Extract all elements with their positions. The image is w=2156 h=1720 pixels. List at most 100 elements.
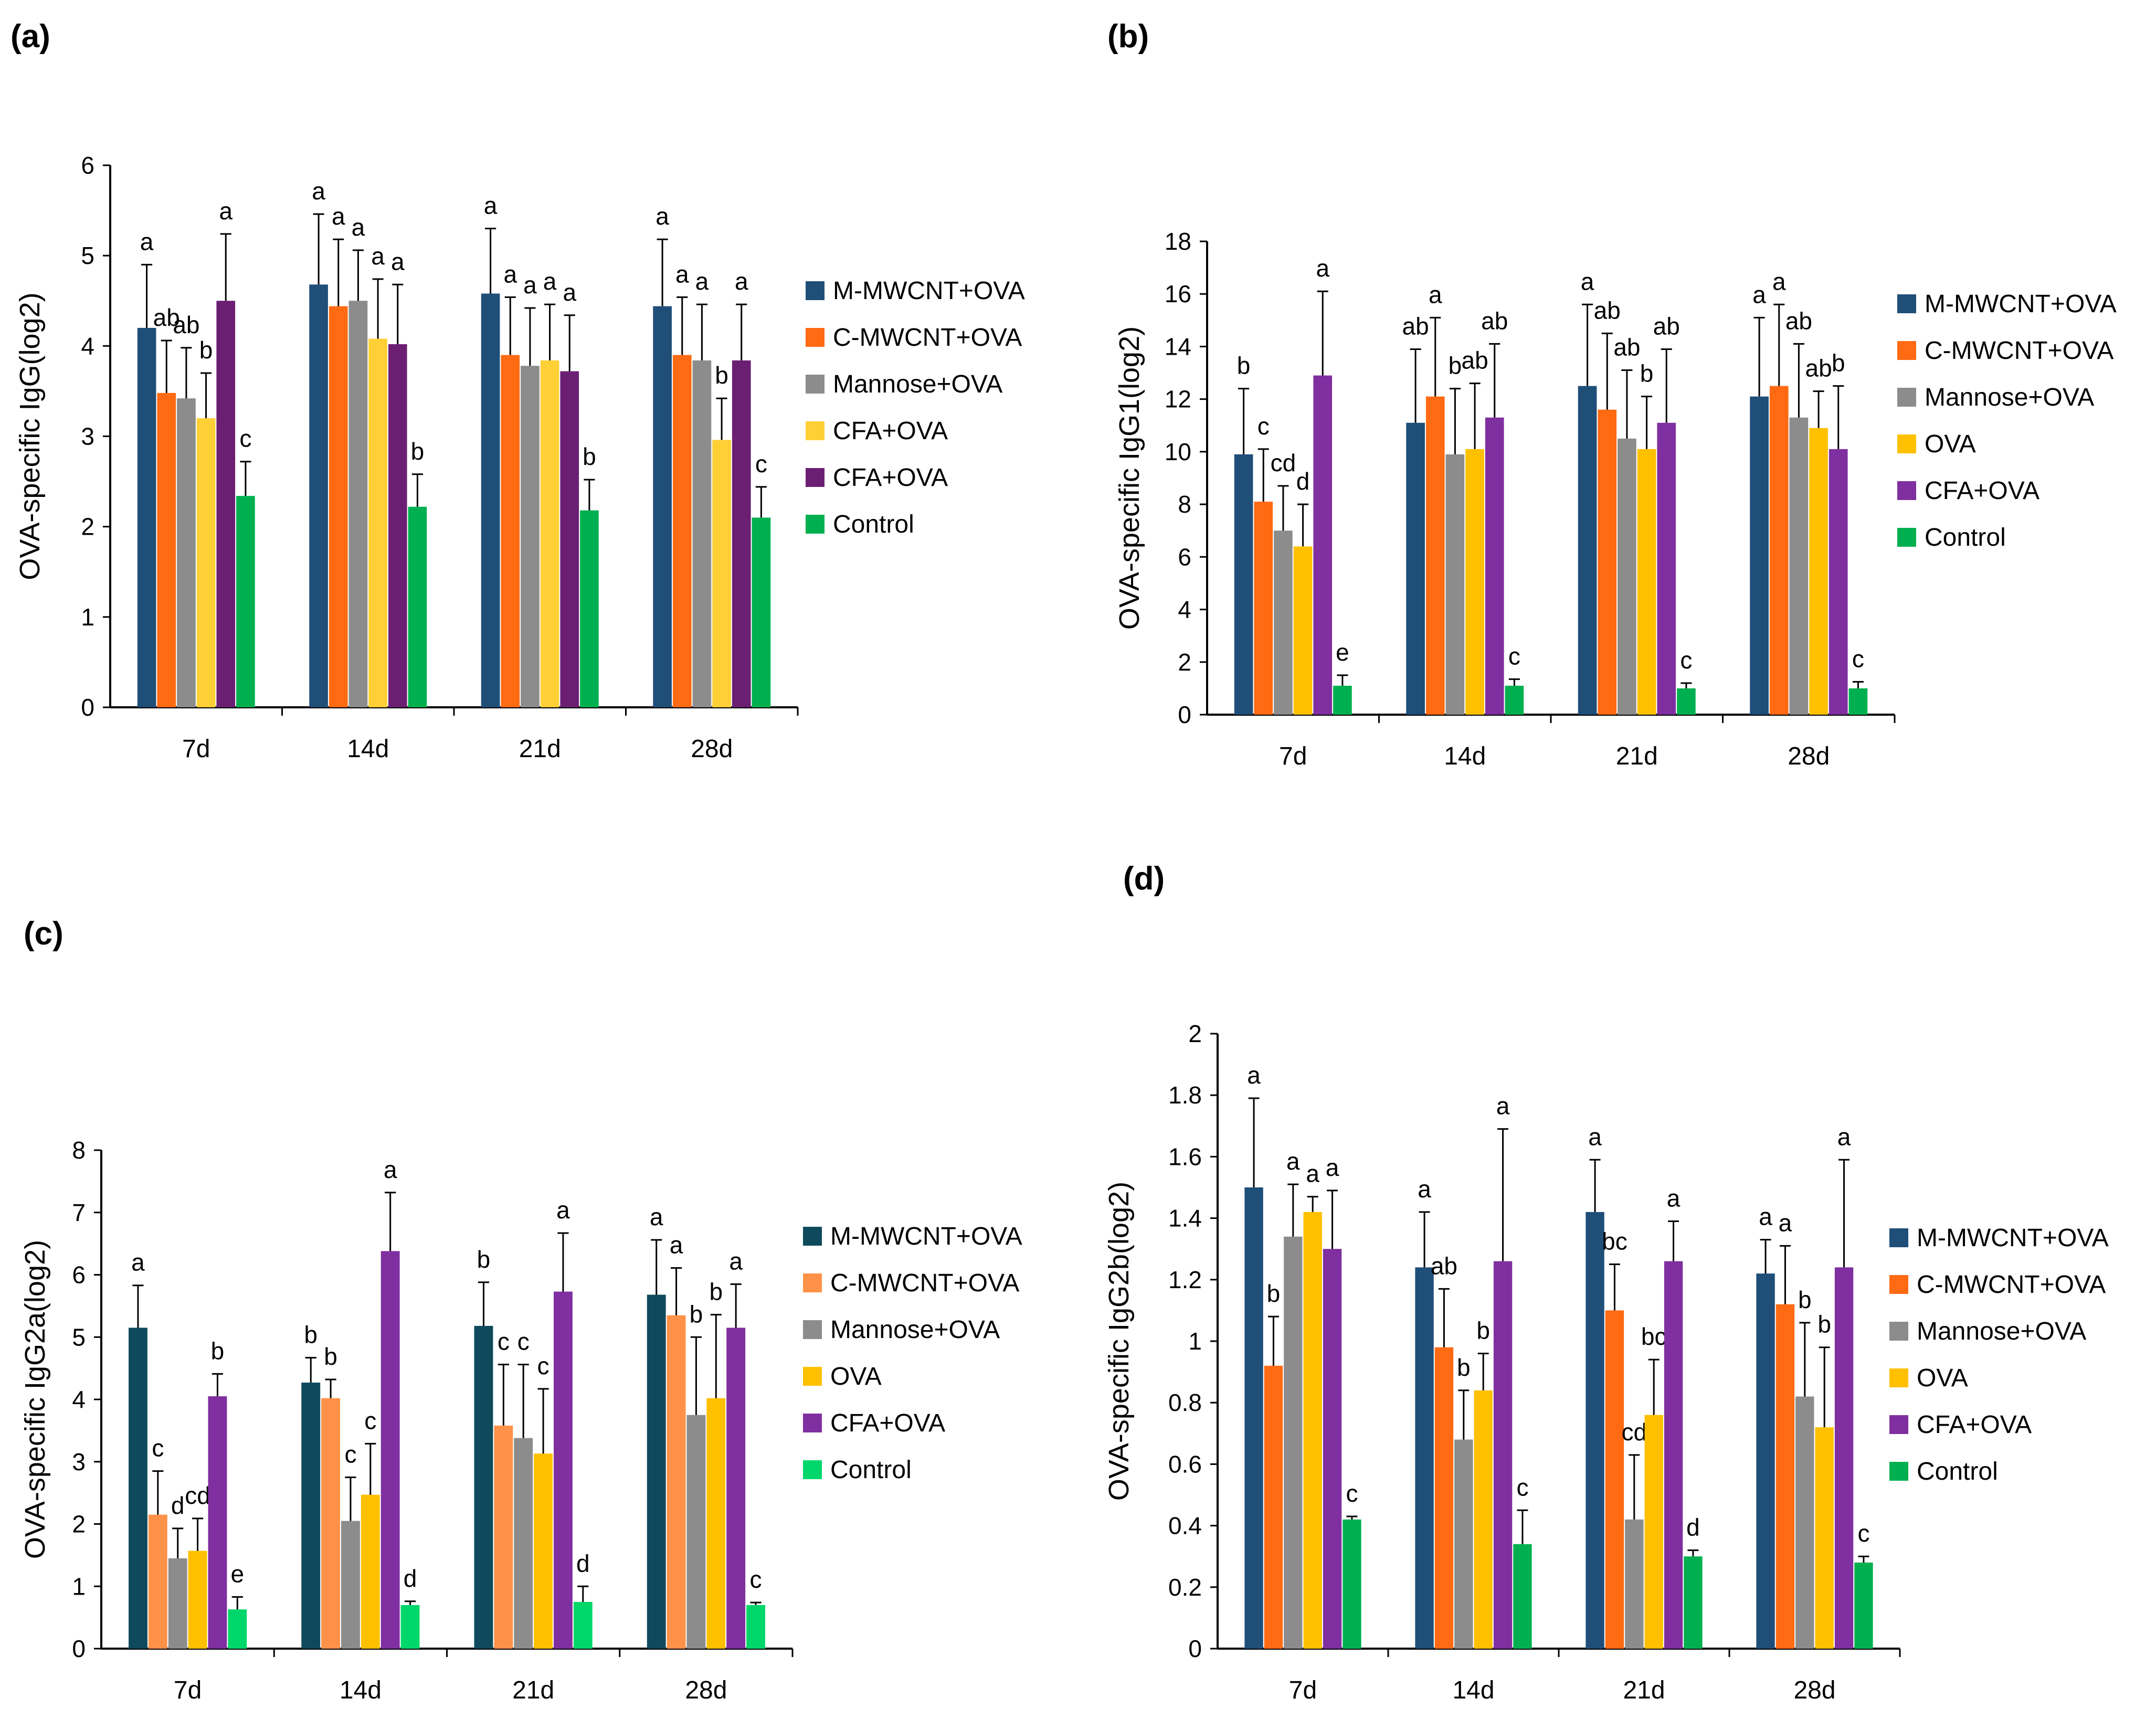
bar <box>1415 1267 1434 1649</box>
bar <box>580 510 599 707</box>
x-tick-label: 14d <box>347 735 389 763</box>
bar <box>1586 1212 1604 1649</box>
data-label: b <box>1457 1354 1471 1381</box>
legend-swatch <box>1897 388 1916 407</box>
data-label: a <box>1429 281 1442 308</box>
bar <box>1465 449 1484 715</box>
legend-swatch <box>806 375 825 394</box>
data-label: a <box>670 1231 683 1258</box>
x-tick-label: 7d <box>1279 742 1307 770</box>
data-label: b <box>1449 352 1462 379</box>
data-label: c <box>750 1566 762 1593</box>
legend-swatch <box>1897 434 1916 453</box>
y-tick-label: 2 <box>81 513 94 540</box>
legend-entry: C-MWCNT+OVA <box>1925 337 2113 365</box>
bar <box>746 1605 765 1649</box>
bar <box>1795 1396 1814 1649</box>
legend-entry: CFA+OVA <box>1925 477 2039 505</box>
data-label: a <box>675 260 689 288</box>
data-label: ab <box>1785 307 1812 334</box>
data-label: ab <box>1653 312 1680 339</box>
data-label: a <box>312 177 325 205</box>
y-tick-label: 6 <box>81 152 94 179</box>
bar <box>692 360 712 707</box>
legend-swatch <box>803 1273 822 1292</box>
bar <box>301 1382 321 1649</box>
bar <box>1677 688 1696 715</box>
data-label: ab <box>1481 307 1508 334</box>
legend-entry: CFA+OVA <box>1917 1411 2032 1439</box>
bar <box>560 371 579 707</box>
bar <box>1474 1390 1493 1649</box>
chart-panel-d: (d) 0 0.2 0.4 0.6 0.8 1 1.2 1.4 1.6 1.8 2 OVA-specif… <box>1103 861 2109 1704</box>
legend-entry: Mannose+OVA <box>1917 1318 2086 1345</box>
bar <box>1284 1236 1303 1649</box>
bar <box>1618 438 1636 715</box>
data-label: cd <box>1622 1418 1647 1446</box>
data-label: b <box>715 362 728 389</box>
y-tick-label: 0.6 <box>1168 1450 1202 1478</box>
data-label: ab <box>1594 296 1621 324</box>
bar <box>1769 386 1789 715</box>
data-label: a <box>563 279 576 306</box>
legend-swatch <box>803 1414 822 1432</box>
legend-entry: OVA <box>1925 430 1976 458</box>
data-label: b <box>1798 1286 1812 1313</box>
bar <box>672 355 692 707</box>
bar <box>1264 1365 1283 1649</box>
data-label: c <box>344 1440 356 1468</box>
y-tick-label: 0 <box>72 1635 86 1662</box>
bar <box>1578 386 1597 715</box>
bar <box>1244 1187 1263 1649</box>
data-label: bc <box>1602 1228 1627 1255</box>
data-label: a <box>1779 1209 1792 1236</box>
bar <box>1274 530 1293 715</box>
legend-entry: M-MWCNT+OVA <box>833 277 1025 305</box>
data-label: a <box>1752 281 1766 308</box>
y-tick-label: 0.2 <box>1168 1574 1202 1601</box>
data-label: c <box>537 1352 549 1379</box>
data-label: c <box>755 450 767 477</box>
legend-swatch <box>806 281 825 300</box>
bar <box>329 306 348 707</box>
legend-entry: Mannose+OVA <box>830 1316 1000 1344</box>
legend-swatch <box>1897 294 1916 313</box>
bar <box>1854 1562 1873 1649</box>
bar <box>177 398 196 707</box>
legend-entry: C-MWCNT+OVA <box>1917 1271 2106 1299</box>
x-tick-label: 7d <box>174 1676 202 1704</box>
bar <box>188 1551 207 1649</box>
bar <box>137 327 156 707</box>
bar <box>1303 1212 1322 1649</box>
bar <box>168 1558 187 1649</box>
bar <box>1605 1310 1624 1649</box>
bar <box>1425 396 1445 715</box>
data-label: ab <box>1461 347 1488 374</box>
bar <box>1789 417 1809 715</box>
y-tick-label: 5 <box>81 242 94 269</box>
data-label: cd <box>1271 449 1296 476</box>
legend-swatch <box>803 1367 822 1386</box>
y-tick-label: 12 <box>1165 386 1191 413</box>
y-tick-label: 0.8 <box>1168 1389 1202 1416</box>
bar <box>1834 1267 1854 1649</box>
data-label: b <box>211 1337 225 1364</box>
panel-label: (c) <box>24 916 64 952</box>
data-label: a <box>556 1196 570 1224</box>
bar <box>573 1601 593 1649</box>
bar <box>1343 1519 1361 1649</box>
legend-entry: M-MWCNT+OVA <box>1925 290 2117 318</box>
bar <box>481 293 500 707</box>
data-label: b <box>324 1343 337 1370</box>
legend-swatch <box>806 328 825 347</box>
data-label: b <box>1476 1316 1490 1344</box>
data-label: a <box>1837 1123 1851 1150</box>
data-label: a <box>1316 254 1329 282</box>
data-label: cd <box>185 1482 210 1509</box>
data-label: c <box>364 1407 376 1434</box>
bar <box>474 1325 493 1649</box>
bar <box>236 496 255 707</box>
data-label: a <box>371 242 385 270</box>
legend-entry: Control <box>1917 1458 1998 1485</box>
